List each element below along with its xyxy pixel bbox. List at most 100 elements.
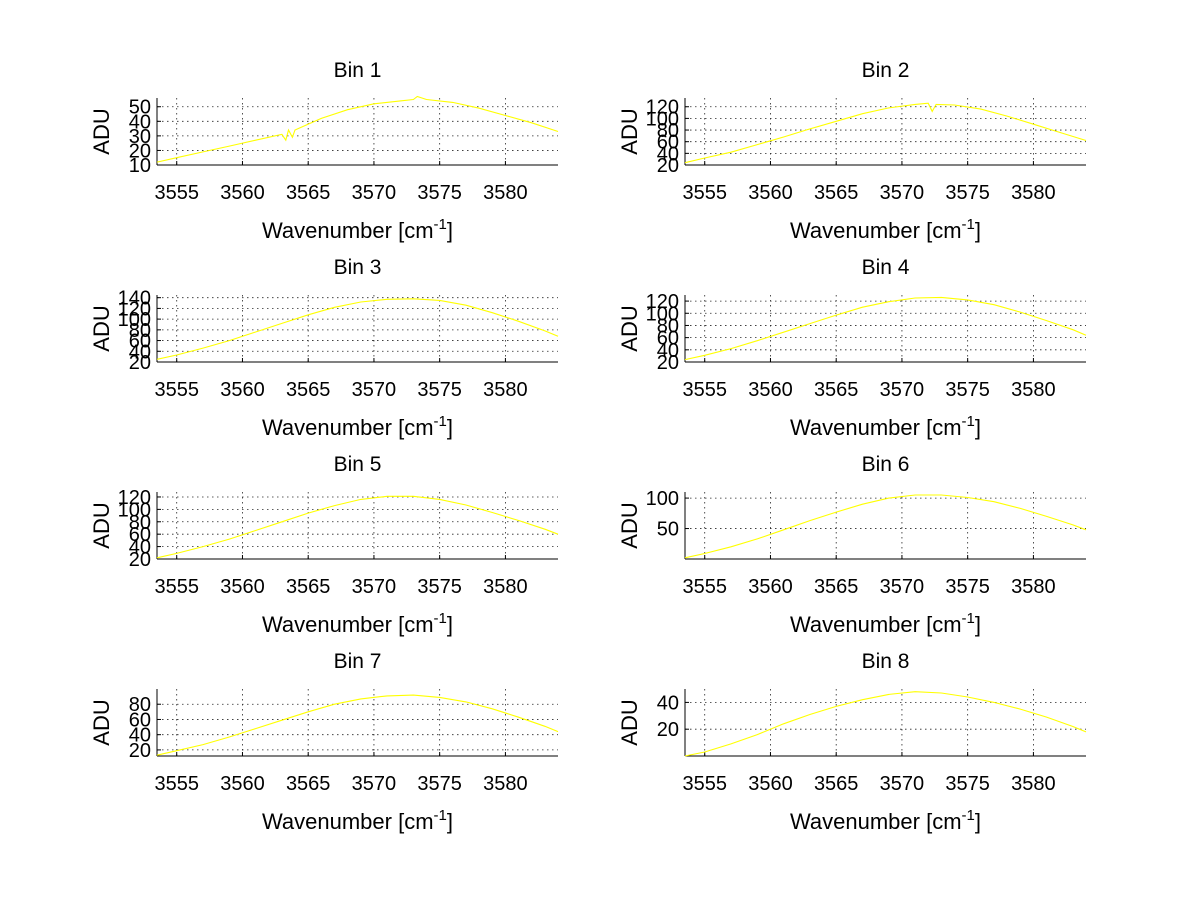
x-tick-label: 3555 bbox=[682, 182, 727, 204]
x-axis-label: Wavenumber [cm-1] bbox=[262, 610, 453, 637]
y-tick-label: 120 bbox=[646, 97, 679, 119]
x-axis-label: Wavenumber [cm-1] bbox=[262, 807, 453, 834]
x-tick-label: 3565 bbox=[814, 379, 859, 401]
y-tick-label: 40 bbox=[129, 725, 151, 747]
data-series-line bbox=[684, 691, 1087, 757]
data-series-line bbox=[156, 495, 559, 559]
x-axis-label-text: Wavenumber [cm bbox=[790, 415, 962, 440]
y-axis-label: ADU bbox=[617, 305, 642, 351]
x-tick-label: 3565 bbox=[814, 773, 859, 795]
y-tick-label: 50 bbox=[657, 519, 679, 541]
x-tick-label: 3560 bbox=[220, 576, 265, 598]
x-tick-label: 3555 bbox=[154, 576, 199, 598]
x-tick-label: 3565 bbox=[814, 182, 859, 204]
x-axis-label-text: Wavenumber [cm bbox=[262, 415, 434, 440]
y-tick-label: 50 bbox=[129, 97, 151, 119]
x-axis-label-close: ] bbox=[975, 809, 981, 834]
x-tick-label: 3560 bbox=[748, 182, 793, 204]
x-axis-label-text: Wavenumber [cm bbox=[262, 218, 434, 243]
data-series-line bbox=[156, 95, 559, 163]
x-tick-label: 3575 bbox=[945, 773, 990, 795]
subplot-6: 3555 3560 3565 3570 3575 3580 50 100 Bin 6 Wavenu… bbox=[617, 453, 1087, 637]
y-tick-label: 10 bbox=[129, 155, 151, 177]
x-tick-label: 3555 bbox=[682, 576, 727, 598]
x-tick-label: 3560 bbox=[748, 773, 793, 795]
x-tick-label: 3565 bbox=[286, 576, 331, 598]
subplot-title: Bin 7 bbox=[334, 650, 382, 673]
x-tick-label: 3555 bbox=[154, 182, 199, 204]
y-tick-label: 100 bbox=[646, 488, 679, 510]
subplot-title: Bin 3 bbox=[334, 256, 382, 279]
x-tick-label: 3580 bbox=[1011, 576, 1056, 598]
subplot-8: 3555 3560 3565 3570 3575 3580 20 40 Bin 8 Wavenum… bbox=[617, 650, 1087, 834]
x-tick-label: 3570 bbox=[352, 182, 397, 204]
y-tick-label: 120 bbox=[118, 298, 151, 320]
x-tick-label: 3580 bbox=[483, 576, 528, 598]
x-tick-label: 3560 bbox=[748, 576, 793, 598]
x-axis-label-close: ] bbox=[447, 612, 453, 637]
x-axis-label: Wavenumber [cm-1] bbox=[262, 216, 453, 243]
x-tick-label: 3565 bbox=[286, 773, 331, 795]
x-axis-label-close: ] bbox=[447, 415, 453, 440]
y-axis-label: ADU bbox=[617, 699, 642, 745]
y-tick-label: 40 bbox=[657, 340, 679, 362]
x-axis-label-sup: -1 bbox=[434, 216, 447, 233]
x-tick-label: 3575 bbox=[945, 182, 990, 204]
x-axis-label: Wavenumber [cm-1] bbox=[790, 807, 981, 834]
x-tick-label: 3560 bbox=[220, 379, 265, 401]
x-tick-label: 3570 bbox=[880, 773, 925, 795]
subplot-title: Bin 4 bbox=[862, 256, 910, 279]
x-axis-label-close: ] bbox=[447, 809, 453, 834]
subplot-title: Bin 8 bbox=[862, 650, 910, 673]
y-axis-label: ADU bbox=[89, 108, 114, 154]
x-axis-label-text: Wavenumber [cm bbox=[790, 809, 962, 834]
x-tick-label: 3565 bbox=[286, 379, 331, 401]
y-tick-label: 60 bbox=[657, 132, 679, 154]
x-axis-label-text: Wavenumber [cm bbox=[262, 809, 434, 834]
x-axis-label-text: Wavenumber [cm bbox=[262, 612, 434, 637]
subplot-title: Bin 5 bbox=[334, 453, 382, 476]
y-tick-label: 40 bbox=[657, 143, 679, 165]
x-axis-label: Wavenumber [cm-1] bbox=[790, 216, 981, 243]
x-axis-label-sup: -1 bbox=[962, 216, 975, 233]
y-axis-label: ADU bbox=[89, 502, 114, 548]
x-tick-label: 3575 bbox=[945, 379, 990, 401]
x-axis-label-sup: -1 bbox=[962, 610, 975, 627]
y-tick-label: 80 bbox=[657, 120, 679, 142]
x-tick-label: 3570 bbox=[880, 182, 925, 204]
y-tick-label: 80 bbox=[129, 320, 151, 342]
x-tick-label: 3580 bbox=[1011, 773, 1056, 795]
x-axis-label-sup: -1 bbox=[434, 807, 447, 824]
x-tick-label: 3575 bbox=[945, 576, 990, 598]
x-tick-label: 3555 bbox=[154, 379, 199, 401]
y-tick-label: 100 bbox=[118, 499, 151, 521]
x-tick-label: 3580 bbox=[483, 182, 528, 204]
x-axis-label-sup: -1 bbox=[962, 807, 975, 824]
x-axis-label-close: ] bbox=[975, 415, 981, 440]
y-tick-label: 30 bbox=[129, 126, 151, 148]
y-tick-label: 60 bbox=[129, 331, 151, 353]
y-tick-label: 20 bbox=[657, 352, 679, 374]
x-axis-label-sup: -1 bbox=[962, 413, 975, 430]
y-tick-label: 120 bbox=[646, 291, 679, 313]
y-axis-label: ADU bbox=[617, 108, 642, 154]
subplot-title: Bin 2 bbox=[862, 59, 910, 82]
x-tick-label: 3575 bbox=[417, 379, 462, 401]
x-tick-label: 3560 bbox=[220, 182, 265, 204]
data-series-line bbox=[684, 296, 1087, 361]
y-tick-label: 100 bbox=[118, 309, 151, 331]
subplot-title: Bin 6 bbox=[862, 453, 910, 476]
y-tick-label: 20 bbox=[129, 549, 151, 571]
y-tick-label: 80 bbox=[129, 512, 151, 534]
x-axis-label-text: Wavenumber [cm bbox=[790, 612, 962, 637]
subplot-3: 3555 3560 3565 3570 3575 3580 2040608010012014… bbox=[89, 256, 559, 440]
x-axis-label: Wavenumber [cm-1] bbox=[790, 413, 981, 440]
x-axis-label: Wavenumber [cm-1] bbox=[262, 413, 453, 440]
x-tick-label: 3575 bbox=[417, 576, 462, 598]
x-axis-label-close: ] bbox=[975, 612, 981, 637]
y-axis-label: ADU bbox=[617, 502, 642, 548]
x-tick-label: 3575 bbox=[417, 182, 462, 204]
